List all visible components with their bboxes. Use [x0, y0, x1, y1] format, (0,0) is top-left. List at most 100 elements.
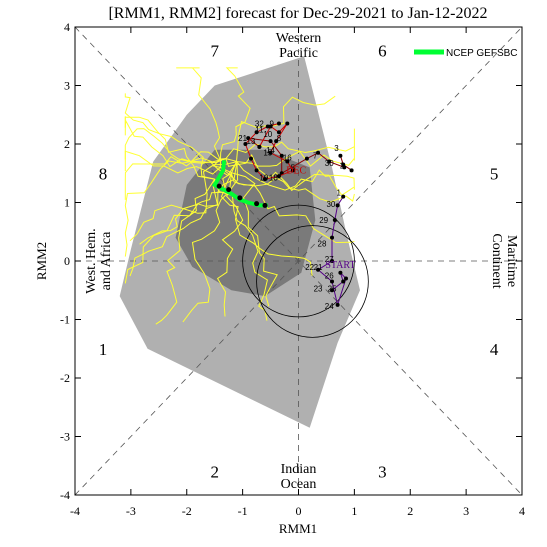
- y-tick-label: 2: [64, 137, 70, 151]
- observed-recent-point: [332, 218, 337, 223]
- ensemble-member-line: [124, 156, 227, 200]
- y-tick-label: 4: [64, 20, 70, 34]
- region-western-pacific: Pacific: [279, 46, 318, 61]
- x-tick-label: 2: [407, 504, 413, 518]
- phase-number: 6: [378, 41, 387, 60]
- observed-dec-day-label: 18: [269, 173, 278, 182]
- ensemble-member-line: [225, 128, 355, 159]
- ensemble-member-line: [220, 173, 313, 276]
- y-tick-label: -2: [60, 371, 70, 385]
- observed-recent-point: [330, 259, 335, 263]
- phase-number: 2: [210, 463, 219, 482]
- legend-label: NCEP GEFSBC: [446, 48, 518, 59]
- observed-nov-point: [246, 136, 251, 141]
- ensemble-member-line: [176, 67, 221, 168]
- observed-dec-day-label: 9: [269, 119, 274, 128]
- ensemble-mean-point: [254, 201, 260, 207]
- observed-dec-day-label: 16: [283, 153, 292, 162]
- y-tick-label: 1: [64, 196, 70, 210]
- observed-dec-point: [262, 177, 267, 182]
- current-circle: [256, 225, 369, 338]
- ensemble-member-line: [129, 161, 238, 242]
- ensemble-member-line: [225, 95, 336, 163]
- observed-recent-point: [341, 194, 346, 199]
- observed-recent-day-label: 25: [328, 284, 337, 293]
- observed-nov-day-label: 7: [313, 152, 318, 161]
- observed-dec-line: [244, 123, 294, 180]
- observed-dec-day-label: 14: [266, 146, 275, 155]
- observed-recent-day-label: 26: [325, 272, 334, 281]
- observed-dec-point: [276, 130, 281, 135]
- ensemble-member-line: [225, 154, 355, 196]
- observed-dec-day-label: 19: [259, 173, 268, 182]
- y-axis-label: RMM2: [34, 242, 49, 280]
- observed-dec-point: [290, 168, 295, 173]
- observed-nov-point: [304, 156, 309, 161]
- observed-dec-point: [257, 144, 262, 149]
- ensemble-member-line: [219, 67, 251, 168]
- observed-nov-day-label: 30: [325, 159, 334, 168]
- region-indian-ocean: Ocean: [281, 477, 317, 492]
- ensemble-member-line: [220, 166, 278, 307]
- observed-recent-day-label: 24: [325, 302, 334, 311]
- dec-label: DEC: [286, 165, 306, 176]
- observed-recent-day-label: 30: [326, 200, 335, 209]
- observed-recent-day-label: 1: [337, 188, 342, 197]
- region-indian-ocean: Indian: [281, 462, 317, 477]
- ensemble-member-line: [124, 93, 215, 180]
- observed-nov-point: [268, 139, 273, 144]
- observed-recent-point: [335, 203, 340, 208]
- observed-dec-point: [276, 174, 281, 179]
- observed-dec-point: [254, 168, 259, 173]
- observed-dec-point: [274, 139, 279, 144]
- observed-dec-point: [265, 124, 270, 129]
- x-tick-label: -4: [70, 504, 80, 518]
- observed-dec-point: [268, 150, 273, 155]
- ensemble-member-line: [182, 173, 232, 323]
- y-tick-label: 3: [64, 79, 70, 93]
- observed-nov-point: [279, 153, 284, 158]
- observed-recent-point: [316, 267, 321, 272]
- ensemble-mean-point: [262, 202, 268, 208]
- observed-dec-point: [268, 124, 273, 129]
- observed-nov-point: [316, 150, 321, 155]
- phase-number: 1: [99, 340, 108, 359]
- observed-recent-day-label: 22: [305, 263, 314, 272]
- observed-dec-day-label: 10: [263, 130, 272, 139]
- observed-nov-point: [327, 159, 332, 164]
- phase-number: 4: [490, 340, 499, 359]
- unit-circle: [242, 204, 355, 318]
- x-tick-label: 3: [463, 504, 469, 518]
- x-tick-label: 4: [519, 504, 525, 518]
- legend: NCEP GEFSBC: [414, 48, 518, 59]
- observed-dec-day-label: 5: [291, 163, 296, 172]
- observed-dec-day-label: 11: [255, 125, 264, 134]
- observed-nov-day-label: 3: [334, 144, 339, 153]
- observed-dec-point: [243, 142, 248, 146]
- observed-dec-day-label: 13: [247, 137, 256, 146]
- observed-recent-day-label: 27: [325, 255, 334, 264]
- x-tick-label: 1: [351, 504, 357, 518]
- observed-recent-day-label: 21: [314, 263, 323, 272]
- observed-dec-point: [285, 121, 290, 126]
- start-label: START: [325, 260, 355, 271]
- ensemble-member-line: [236, 146, 355, 167]
- observed-dec-point: [254, 130, 259, 135]
- x-tick-label: -2: [182, 504, 192, 518]
- x-tick-label: 0: [296, 504, 302, 518]
- region-maritime: Maritime: [504, 235, 519, 287]
- observed-dec-day-label: 15: [263, 149, 272, 158]
- observed-dec-point: [276, 121, 281, 126]
- ensemble-mean-point: [216, 183, 222, 189]
- observed-nov-day-label: 2: [340, 162, 345, 171]
- observed-dec-day-label: 8: [277, 134, 282, 143]
- x-tick-label: -1: [238, 504, 248, 518]
- observed-recent-point: [338, 270, 343, 275]
- observed-recent-point: [335, 302, 340, 307]
- region-maritime: Continent: [489, 233, 504, 288]
- observed-dec-point: [249, 156, 254, 161]
- x-tick-label: -3: [126, 504, 136, 518]
- observed-nov-point: [338, 153, 343, 158]
